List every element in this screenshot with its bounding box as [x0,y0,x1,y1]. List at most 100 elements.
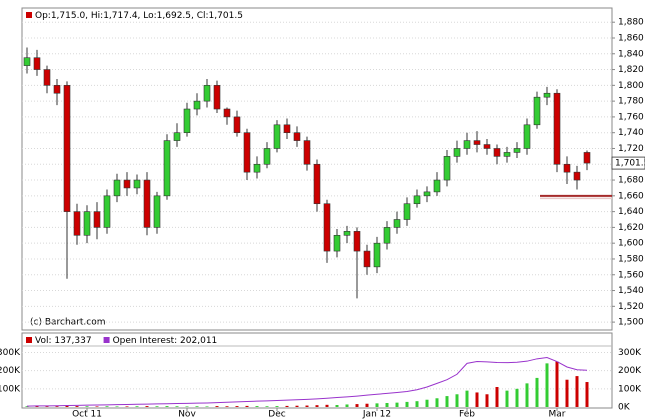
candle-body [383,227,391,244]
candle-body [583,152,591,164]
y-tick-label: 1,680 [618,176,644,186]
y-tick-label: 100K [0,384,21,394]
volume-bar [145,406,149,407]
y-tick-label: 1,840 [618,49,644,59]
candle-body [103,195,111,228]
volume-bar [85,406,89,407]
candle-body [473,140,481,145]
y-tick-label: 1,860 [618,33,644,43]
volume-bar [295,405,299,407]
x-tick-label: Jan 12 [362,410,391,420]
volume-bar [285,405,289,407]
volume-bar [375,403,379,407]
candle-body [233,116,241,133]
volume-bar [465,390,469,407]
volume-bar [305,405,309,407]
candle-body [143,179,151,228]
y-tick-label: 1,540 [618,286,644,296]
candle-body [173,132,181,141]
volume-bar [65,405,69,407]
candle-body [373,242,381,268]
volume-bar [485,394,489,407]
candle-body [273,124,281,149]
candle-body [333,234,341,252]
volume-bar [415,401,419,407]
candle-body [213,85,221,110]
volume-bar [555,361,559,407]
volume-bar [315,405,319,407]
volume-bar [365,403,369,407]
volume-bar [105,406,109,407]
y-tick-label: 1,580 [618,254,644,264]
candle-body [393,219,401,228]
candle-body [533,96,541,126]
volume-bar [455,394,459,407]
y-tick-label: 1,640 [618,207,644,217]
candle-body [293,132,301,141]
candle-body [283,124,291,133]
volume-bar [205,406,209,407]
volume-bar [525,383,529,407]
volume-bar [185,406,189,407]
candle-body [503,152,511,157]
volume-bar [125,406,129,407]
y-tick-label: 1,560 [618,270,644,280]
candle-body [553,92,561,165]
volume-bar [135,406,139,407]
y-tick-label: 1,500 [618,318,644,328]
y-tick-label: 1,660 [618,191,644,201]
volume-bar [435,398,439,407]
volume-bar [175,406,179,407]
volume-bar [255,406,259,407]
volume-bar [475,392,479,407]
x-tick-label: Mar [549,410,566,420]
candle-body [413,195,421,205]
open-interest-line [26,357,588,407]
volume-bar [115,406,119,407]
volume-bar [355,404,359,407]
candle-body [163,140,171,197]
y-tick-label: 1,740 [618,128,644,138]
candle-body [343,231,351,236]
volume-bar [335,405,339,407]
candle-body [353,231,361,252]
y-tick-label: 300K [0,348,21,358]
volume-bar [425,399,429,407]
volume-bar [535,377,539,407]
candle-body [253,163,261,173]
candle-body [423,191,431,197]
candle-body [83,211,91,236]
volume-bar [265,406,269,407]
y-tick-label: 1,720 [618,144,644,154]
candle-body [133,179,141,189]
volume-bar [575,376,579,407]
candle-body [483,144,491,149]
candle-body [323,203,331,252]
candle-body [43,69,51,86]
volume-bar [515,388,519,407]
volume-bar [505,390,509,407]
volume-bar [55,406,59,407]
candle-body [63,85,71,212]
volume-bar [75,406,79,407]
candle-body [113,179,121,197]
volume-bar [215,406,219,407]
candle-body [543,92,551,98]
candle-body [453,148,461,157]
y2-tick-label: 100K [618,384,642,394]
x-tick-label: Oct 11 [72,410,102,420]
y2-tick-label: 200K [618,366,642,376]
y-tick-label: 200K [0,366,21,376]
volume-bar [565,379,569,407]
y-tick-label: 1,820 [618,65,644,75]
volume-bar [225,406,229,407]
volume-bar [275,406,279,407]
price-legend: Op:1,715.0, Hi:1,717.4, Lo:1,692.5, Cl:1… [35,11,243,21]
volume-bar [385,403,389,407]
last-price-label: 1,701.5 [615,159,645,169]
candle-body [263,148,271,165]
volume-bar [345,404,349,407]
volume-bar [235,406,239,407]
candle-body [513,148,521,153]
candle-body [363,250,371,268]
